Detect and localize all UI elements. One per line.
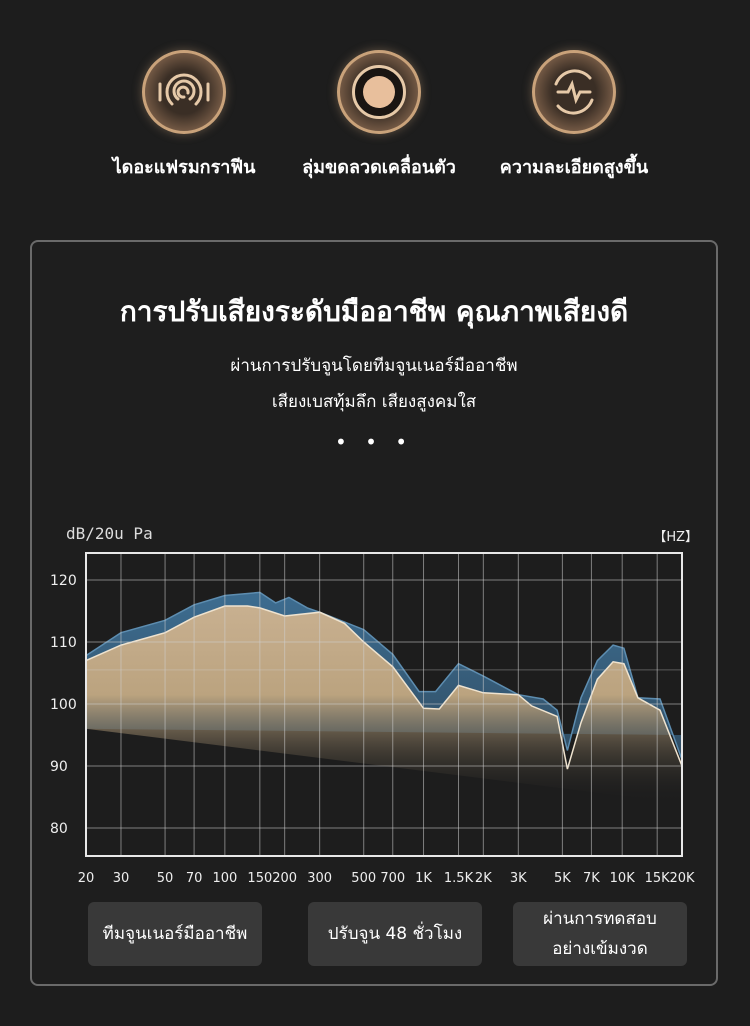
- button-label: ปรับจูน 48 ชั่วโมง: [327, 924, 463, 944]
- series-line-1: [85, 605, 683, 770]
- series-line-0: [85, 591, 683, 761]
- y-tick-label: 80: [50, 821, 68, 837]
- y-tick-label: 100: [50, 697, 77, 713]
- x-tick-label: 50: [157, 871, 174, 886]
- feature-label: ไดอะแฟรมกราฟีน: [112, 157, 256, 178]
- strict-testing-button[interactable]: ผ่านการทดสอบอย่างเข้มงวด: [513, 902, 687, 966]
- series-area-1: [86, 606, 682, 804]
- feature-moving-coil: ลุ่มขดลวดเคลื่อนตัว: [279, 50, 479, 181]
- x-tick-label: 1K: [415, 871, 432, 886]
- x-tick-label: 7K: [583, 871, 600, 886]
- button-label: ทีมจูนเนอร์มืออาชีพ: [102, 924, 248, 944]
- feature-high-resolution: ความละเอียดสูงขึ้น: [474, 50, 674, 181]
- x-tick-label: 70: [186, 871, 203, 886]
- graphene-diaphragm-icon: [142, 50, 226, 134]
- panel-subtitle: ผ่านการปรับจูนโดยทีมจูนเนอร์มืออาชีพ: [230, 356, 518, 376]
- tuning-hours-button[interactable]: ปรับจูน 48 ชั่วโมง: [308, 902, 482, 966]
- x-tick-label: 500: [351, 871, 376, 886]
- x-tick-label: 1.5K: [444, 871, 474, 886]
- button-label: อย่างเข้มงวด: [552, 939, 648, 959]
- moving-coil-icon: [337, 50, 421, 134]
- panel-title: การปรับเสียงระดับมืออาชีพ คุณภาพเสียงดี: [119, 295, 629, 328]
- y-tick-label: 90: [50, 759, 68, 775]
- high-resolution-icon: [532, 50, 616, 134]
- x-tick-label: 3K: [510, 871, 527, 886]
- feature-graphene: ไดอะแฟรมกราฟีน: [84, 50, 284, 181]
- x-axis-unit: 【HZ】: [653, 530, 698, 545]
- x-tick-label: 700: [380, 871, 405, 886]
- y-axis-label: dB/20u Pa: [66, 524, 153, 543]
- button-label: ผ่านการทดสอบ: [543, 909, 657, 929]
- feature-label: ความละเอียดสูงขึ้น: [499, 157, 649, 178]
- x-tick-label: 20: [78, 871, 95, 886]
- x-tick-label: 20K: [669, 871, 695, 886]
- x-tick-label: 10K: [610, 871, 636, 886]
- tuner-team-button[interactable]: ทีมจูนเนอร์มืออาชีพ: [88, 902, 262, 966]
- y-tick-label: 120: [50, 573, 77, 589]
- feature-label: ลุ่มขดลวดเคลื่อนตัว: [302, 157, 456, 178]
- x-tick-label: 5K: [554, 871, 571, 886]
- x-tick-label: 150: [247, 871, 272, 886]
- x-tick-label: 30: [113, 871, 130, 886]
- x-tick-label: 2K: [475, 871, 492, 886]
- panel-subtitle: เสียงเบสทุ้มลึก เสียงสูงคมใส: [271, 392, 477, 412]
- x-tick-label: 200: [272, 871, 297, 886]
- x-tick-label: 100: [212, 871, 237, 886]
- y-tick-label: 110: [50, 635, 77, 651]
- plot-border: [85, 552, 683, 857]
- dots: • • •: [334, 430, 414, 454]
- x-tick-label: 300: [307, 871, 332, 886]
- x-tick-label: 15K: [645, 871, 671, 886]
